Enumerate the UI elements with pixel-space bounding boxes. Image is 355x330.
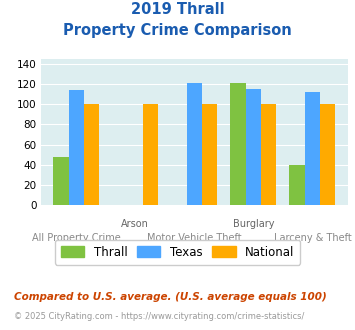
Text: 2019 Thrall: 2019 Thrall <box>131 2 224 16</box>
Text: Motor Vehicle Theft: Motor Vehicle Theft <box>147 233 242 243</box>
Bar <box>289 165 305 205</box>
Bar <box>305 92 320 205</box>
Bar <box>261 105 277 205</box>
Bar <box>202 105 217 205</box>
Bar <box>246 89 261 205</box>
Legend: Thrall, Texas, National: Thrall, Texas, National <box>55 240 300 265</box>
Text: All Property Crime: All Property Crime <box>32 233 121 243</box>
Bar <box>230 83 246 205</box>
Bar <box>187 83 202 205</box>
Text: Burglary: Burglary <box>233 219 274 229</box>
Text: Compared to U.S. average. (U.S. average equals 100): Compared to U.S. average. (U.S. average … <box>14 292 327 302</box>
Bar <box>53 156 69 205</box>
Text: Property Crime Comparison: Property Crime Comparison <box>63 23 292 38</box>
Text: Larceny & Theft: Larceny & Theft <box>274 233 351 243</box>
Bar <box>320 105 335 205</box>
Text: © 2025 CityRating.com - https://www.cityrating.com/crime-statistics/: © 2025 CityRating.com - https://www.city… <box>14 312 305 321</box>
Text: Arson: Arson <box>121 219 149 229</box>
Bar <box>143 105 158 205</box>
Bar <box>84 105 99 205</box>
Bar <box>69 90 84 205</box>
